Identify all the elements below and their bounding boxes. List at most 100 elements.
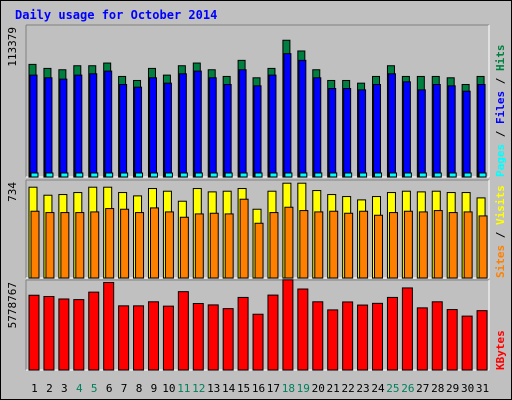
kbytes-bar-day-6 bbox=[103, 281, 115, 371]
kbytes-bar-day-4 bbox=[73, 299, 85, 371]
day-label-28: 28 bbox=[431, 382, 444, 395]
pages-bar-day-1 bbox=[30, 172, 39, 178]
files-bar-day-9 bbox=[148, 77, 157, 178]
sites-bar-day-23 bbox=[359, 210, 369, 279]
day-label-9: 9 bbox=[151, 382, 158, 395]
pages-bar-day-9 bbox=[149, 172, 158, 178]
sites-bar-day-14 bbox=[224, 213, 234, 279]
legend-middle: Sites / Visits bbox=[494, 185, 507, 278]
pages-bar-day-27 bbox=[418, 172, 427, 178]
sites-bar-day-13 bbox=[209, 212, 219, 279]
legend-sites: Sites bbox=[494, 245, 507, 278]
legend-top: Pages / Files / Hits bbox=[494, 45, 507, 178]
day-label-26: 26 bbox=[401, 382, 414, 395]
day-label-18: 18 bbox=[282, 382, 295, 395]
day-label-27: 27 bbox=[416, 382, 429, 395]
kbytes-bar-day-18 bbox=[282, 279, 294, 371]
legend-separator: / bbox=[494, 130, 507, 144]
files-bar-day-16 bbox=[253, 85, 262, 178]
files-bar-day-28 bbox=[432, 83, 441, 178]
day-label-14: 14 bbox=[222, 382, 236, 395]
files-bar-day-30 bbox=[462, 90, 471, 178]
files-bar-day-11 bbox=[178, 73, 187, 178]
sites-bar-day-24 bbox=[374, 214, 384, 279]
kbytes-bar-day-3 bbox=[58, 298, 70, 371]
kbytes-bar-day-15 bbox=[237, 296, 249, 371]
files-bar-day-7 bbox=[119, 83, 128, 178]
sites-bar-day-28 bbox=[433, 210, 443, 279]
kbytes-bar-day-30 bbox=[461, 315, 473, 371]
pages-bar-day-17 bbox=[269, 172, 278, 178]
pages-bar-day-12 bbox=[194, 172, 203, 178]
day-label-21: 21 bbox=[327, 382, 340, 395]
sites-bar-day-20 bbox=[314, 211, 324, 279]
day-label-20: 20 bbox=[312, 382, 325, 395]
day-label-13: 13 bbox=[207, 382, 220, 395]
top-axis-max-label: 113379 bbox=[6, 27, 19, 67]
legend-pages: Pages bbox=[494, 144, 507, 177]
sites-bar-day-1 bbox=[30, 210, 40, 279]
day-label-2: 2 bbox=[46, 382, 53, 395]
day-label-10: 10 bbox=[162, 382, 175, 395]
sites-bar-day-7 bbox=[120, 208, 130, 279]
legend-hits: Hits bbox=[494, 45, 507, 78]
pages-bar-day-11 bbox=[179, 172, 188, 178]
kbytes-bar-day-23 bbox=[357, 304, 369, 371]
kbytes-bar-day-9 bbox=[147, 301, 159, 371]
sites-bar-day-17 bbox=[269, 212, 279, 279]
day-label-1: 1 bbox=[31, 382, 38, 395]
legend-bottom: KBytes bbox=[494, 330, 507, 370]
kbytes-bar-day-28 bbox=[431, 301, 443, 371]
kbytes-bar-day-13 bbox=[207, 304, 219, 371]
kbytes-bar-day-31 bbox=[476, 310, 488, 371]
sites-bar-day-3 bbox=[60, 212, 70, 279]
files-bar-day-3 bbox=[59, 78, 68, 178]
pages-bar-day-10 bbox=[164, 172, 173, 178]
files-bar-day-6 bbox=[104, 70, 113, 178]
pages-bar-day-26 bbox=[403, 172, 412, 178]
pages-bar-day-30 bbox=[463, 172, 472, 178]
files-bar-day-4 bbox=[74, 74, 83, 178]
kbytes-bar-day-7 bbox=[118, 305, 130, 371]
kbytes-bar-day-20 bbox=[312, 301, 324, 371]
files-bar-day-10 bbox=[163, 82, 172, 178]
sites-bar-day-27 bbox=[418, 211, 428, 279]
pages-bar-day-4 bbox=[75, 172, 84, 178]
day-label-29: 29 bbox=[446, 382, 459, 395]
kbytes-bar-day-27 bbox=[416, 307, 428, 371]
kbytes-bar-day-29 bbox=[446, 309, 458, 371]
sites-bar-day-22 bbox=[344, 212, 354, 279]
files-bar-day-5 bbox=[89, 73, 98, 178]
files-bar-day-24 bbox=[373, 83, 382, 178]
files-bar-day-12 bbox=[193, 70, 202, 178]
sites-bar-day-31 bbox=[478, 215, 488, 279]
sites-bar-day-6 bbox=[105, 208, 115, 279]
files-bar-day-8 bbox=[134, 86, 143, 178]
day-label-16: 16 bbox=[252, 382, 265, 395]
files-bar-day-2 bbox=[44, 77, 53, 178]
kbytes-bar-day-12 bbox=[192, 302, 204, 371]
sites-bar-day-29 bbox=[448, 212, 458, 279]
sites-bar-day-15 bbox=[239, 198, 249, 279]
files-bar-day-31 bbox=[477, 83, 486, 178]
files-bar-day-26 bbox=[402, 81, 411, 178]
pages-bar-day-19 bbox=[299, 172, 308, 178]
day-label-19: 19 bbox=[297, 382, 310, 395]
day-label-3: 3 bbox=[61, 382, 68, 395]
kbytes-bar-day-24 bbox=[372, 302, 384, 371]
files-bar-day-21 bbox=[328, 88, 337, 178]
files-bar-day-14 bbox=[223, 83, 232, 178]
pages-bar-day-3 bbox=[60, 172, 69, 178]
day-label-30: 30 bbox=[461, 382, 474, 395]
pages-bar-day-23 bbox=[359, 172, 368, 178]
sites-bar-day-21 bbox=[329, 210, 339, 279]
files-bar-day-18 bbox=[283, 53, 292, 178]
day-label-22: 22 bbox=[341, 382, 354, 395]
files-bar-day-27 bbox=[417, 89, 426, 178]
pages-bar-day-25 bbox=[388, 172, 397, 178]
pages-bar-day-13 bbox=[209, 172, 218, 178]
day-label-12: 12 bbox=[192, 382, 205, 395]
kbytes-bar-day-14 bbox=[222, 308, 234, 371]
sites-bar-day-26 bbox=[403, 210, 413, 279]
